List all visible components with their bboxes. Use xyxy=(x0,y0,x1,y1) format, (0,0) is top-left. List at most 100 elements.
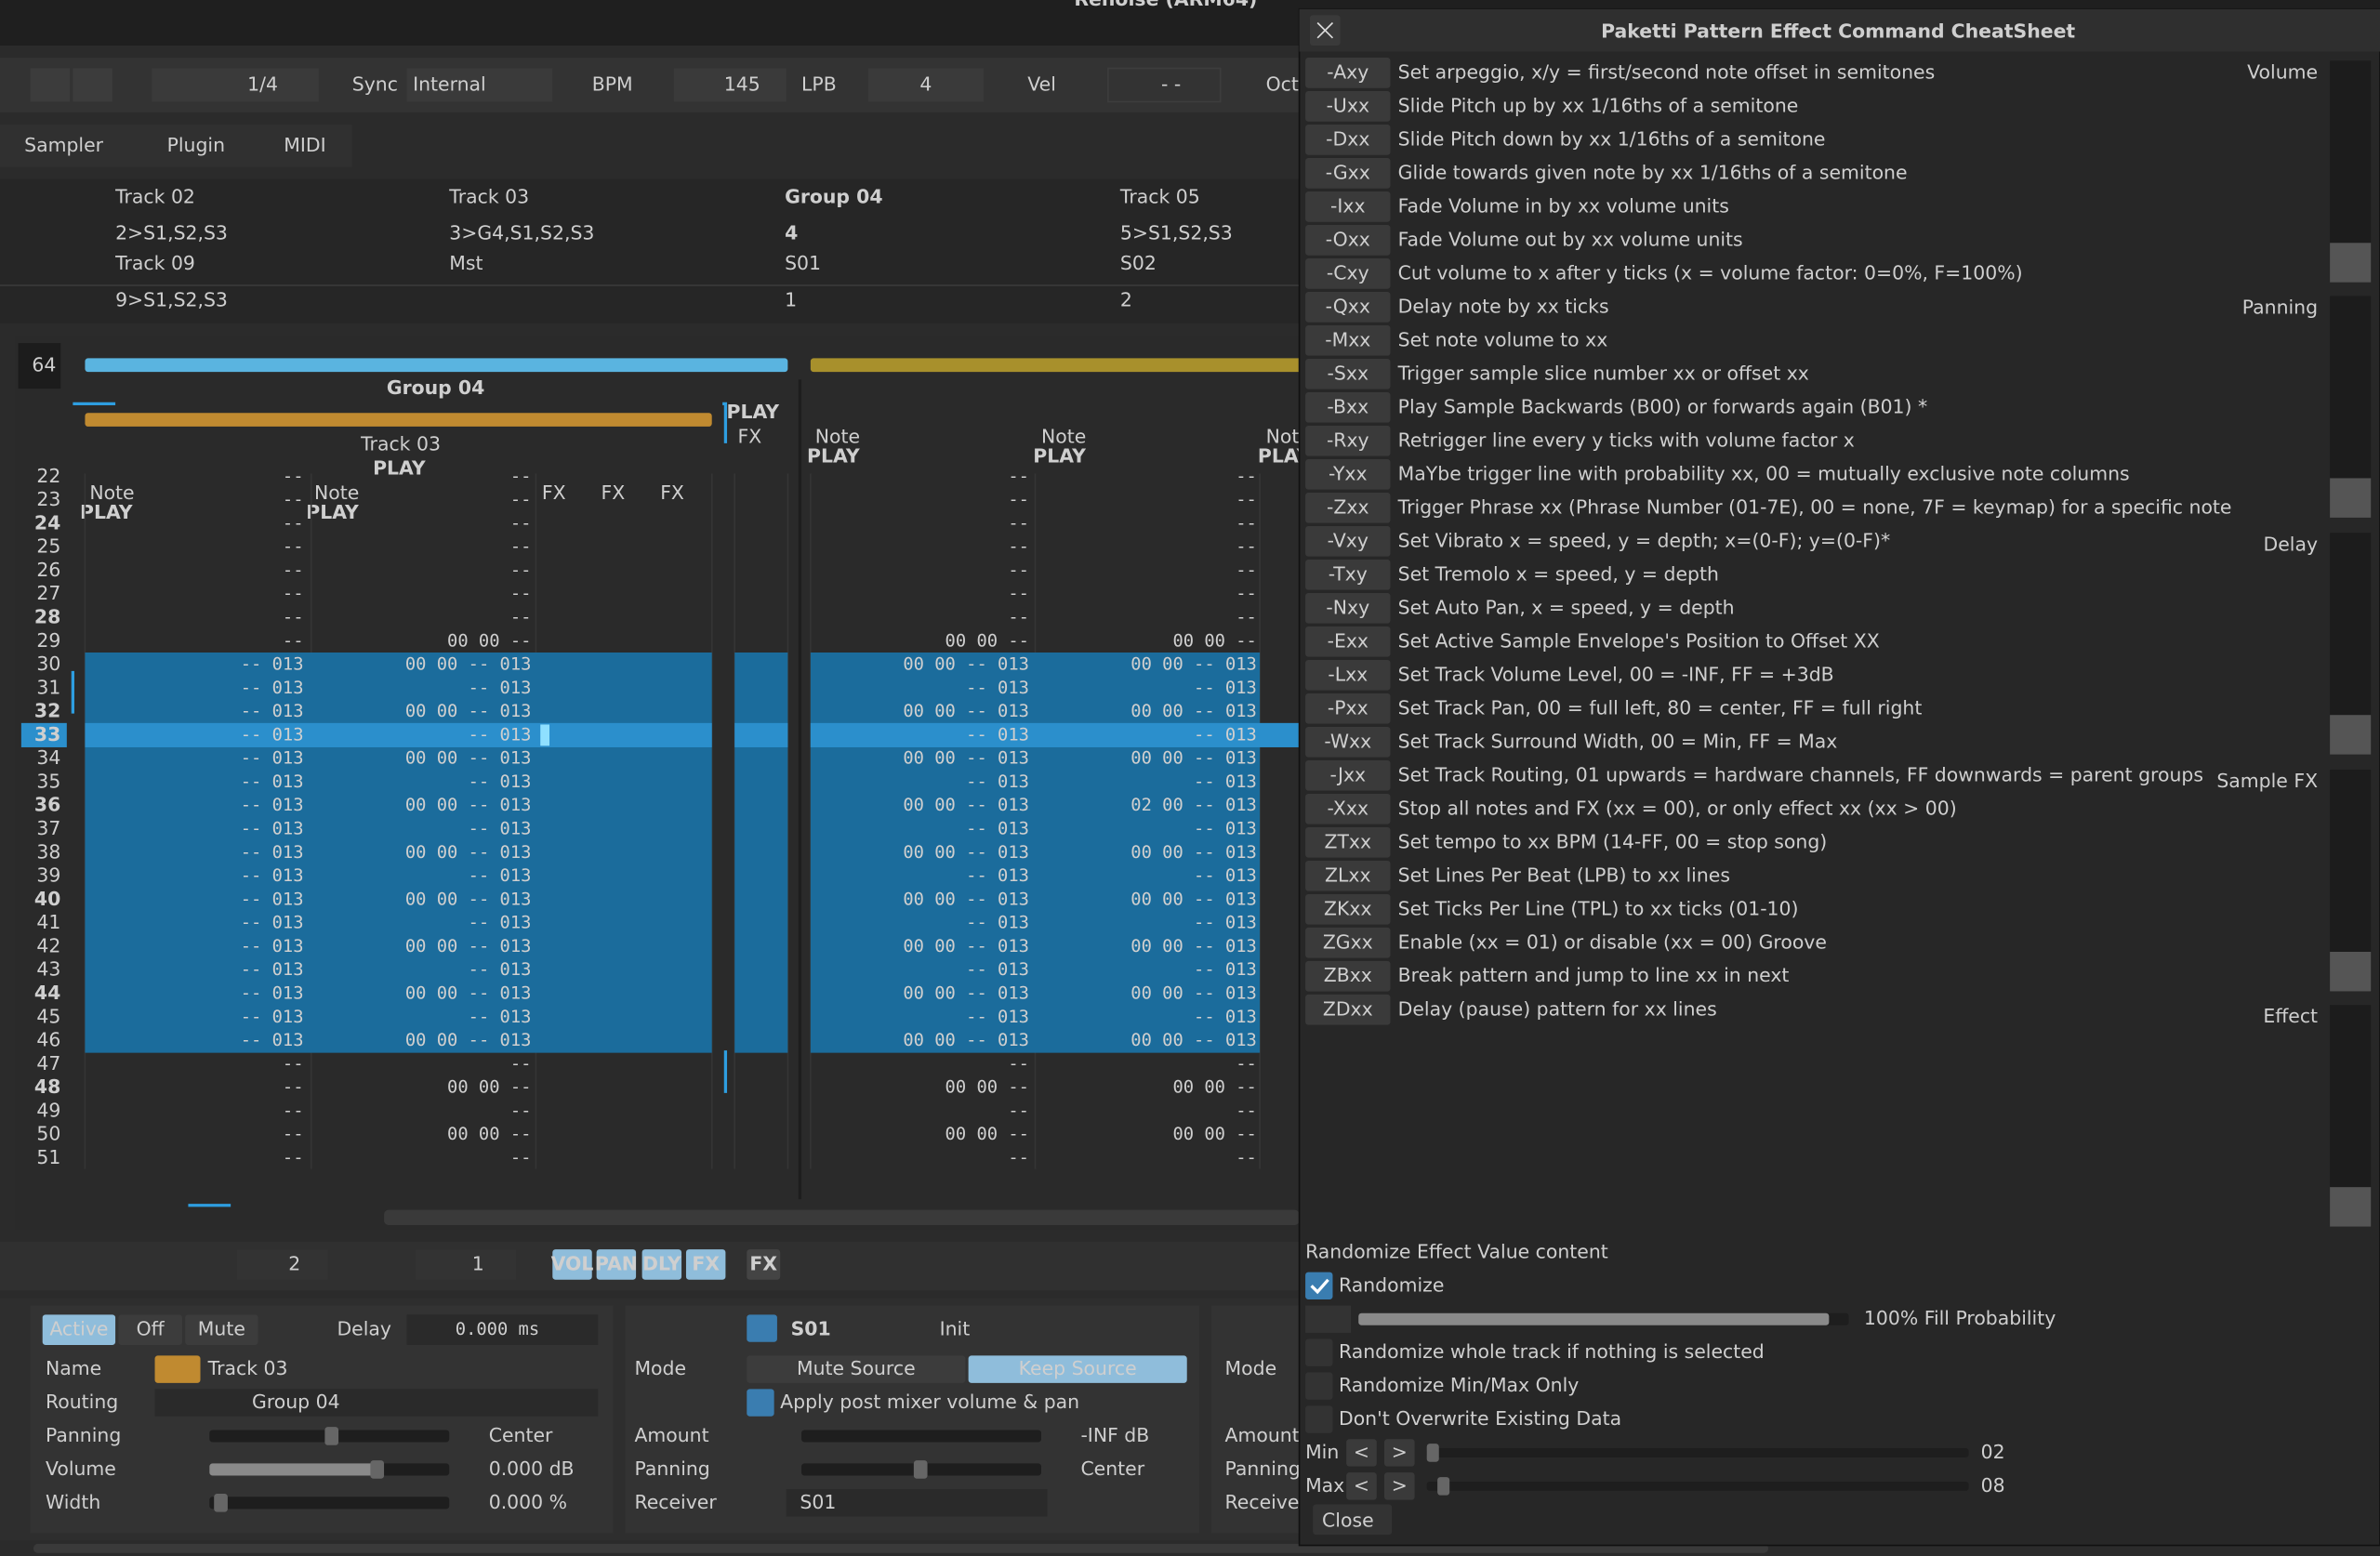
pattern-cell[interactable]: -- xyxy=(1236,585,1257,604)
pattern-cell[interactable]: -- 013 xyxy=(241,937,304,956)
column-toggle-label[interactable]: PAN xyxy=(595,1252,638,1274)
pattern-cell[interactable]: 00 00 -- xyxy=(945,631,1029,651)
pattern-cell[interactable]: -- xyxy=(510,608,532,627)
mode-label[interactable]: Keep Source xyxy=(1019,1357,1137,1379)
slider-handle[interactable] xyxy=(324,1427,338,1445)
command-code[interactable]: -Lxx xyxy=(1328,663,1368,685)
pattern-cell[interactable]: -- xyxy=(283,585,304,604)
pattern-cell[interactable]: 00 00 -- 013 xyxy=(903,655,1029,675)
step-box[interactable] xyxy=(152,68,319,101)
pattern-cell[interactable]: -- xyxy=(283,608,304,627)
pattern-cell[interactable]: -- 013 xyxy=(1194,1008,1257,1027)
command-code[interactable]: -Qxx xyxy=(1326,295,1370,317)
pattern-cell[interactable]: -- xyxy=(283,1054,304,1074)
pattern-cell[interactable]: -- xyxy=(1236,537,1257,557)
routing-select[interactable] xyxy=(155,1389,599,1416)
pattern-cell[interactable]: -- xyxy=(1236,608,1257,627)
vertical-slider-handle[interactable] xyxy=(2330,1187,2371,1226)
pattern-cell[interactable]: 00 00 -- 013 xyxy=(405,890,532,909)
track-color[interactable] xyxy=(155,1355,201,1382)
pattern-cell[interactable]: 00 00 -- 013 xyxy=(1130,749,1257,769)
pattern-cell[interactable]: -- 013 xyxy=(1194,679,1257,698)
command-code[interactable]: -Bxx xyxy=(1327,395,1368,417)
close-button-label[interactable]: Close xyxy=(1322,1509,1374,1531)
pattern-cell[interactable]: -- 013 xyxy=(241,796,304,815)
track-button-label[interactable]: Mute xyxy=(198,1318,245,1340)
pattern-cell[interactable]: -- xyxy=(510,1148,532,1167)
command-code[interactable]: -Cxy xyxy=(1327,261,1369,284)
pattern-cell[interactable]: -- xyxy=(510,514,532,534)
pattern-cell[interactable]: 00 00 -- xyxy=(945,1078,1029,1098)
pattern-cell[interactable]: 00 00 -- 013 xyxy=(903,749,1029,769)
track-cell[interactable]: Mst xyxy=(449,252,483,274)
pattern-cell[interactable]: 00 00 -- 013 xyxy=(903,1031,1029,1050)
track-cell[interactable]: 2>S1,S2,S3 xyxy=(115,222,228,244)
pattern-cell[interactable]: -- xyxy=(1236,1054,1257,1074)
pattern-cell[interactable]: -- xyxy=(1236,1101,1257,1121)
pattern-cell[interactable]: -- 013 xyxy=(241,890,304,909)
command-code[interactable]: -Exx xyxy=(1328,629,1368,652)
pattern-cell[interactable]: -- xyxy=(510,491,532,510)
pattern-cell[interactable]: -- 013 xyxy=(241,655,304,675)
pattern-cell[interactable]: 00 00 -- 013 xyxy=(1130,984,1257,1004)
command-code[interactable]: ZLxx xyxy=(1325,864,1371,886)
range-handle[interactable] xyxy=(1427,1444,1439,1462)
track-cell[interactable]: 1 xyxy=(785,288,797,310)
slider-track[interactable] xyxy=(209,1497,449,1509)
track-cell[interactable]: Track 03 xyxy=(448,185,529,207)
pattern-cell[interactable]: -- xyxy=(1236,467,1257,486)
pattern-cell[interactable]: -- 013 xyxy=(241,960,304,980)
tab[interactable]: Plugin xyxy=(167,134,225,156)
slider-handle[interactable] xyxy=(914,1460,928,1479)
pattern-cell[interactable]: -- 013 xyxy=(966,1008,1029,1027)
pattern-cell[interactable]: -- xyxy=(283,1148,304,1167)
command-code[interactable]: -Txy xyxy=(1329,562,1368,585)
pattern-cell[interactable]: -- xyxy=(510,1054,532,1074)
command-code[interactable]: -Xxx xyxy=(1328,797,1368,819)
pattern-cell[interactable]: -- xyxy=(1008,1148,1029,1167)
pattern-cell[interactable]: -- xyxy=(510,585,532,604)
pattern-cell[interactable]: 00 00 -- xyxy=(447,1078,531,1098)
pattern-cell[interactable]: 00 00 -- 013 xyxy=(405,843,532,863)
pattern-cell[interactable]: -- 013 xyxy=(1194,772,1257,792)
pattern-cell[interactable]: -- xyxy=(1008,537,1029,557)
vertical-slider-handle[interactable] xyxy=(2330,715,2371,754)
command-code[interactable]: -Jxx xyxy=(1329,763,1366,785)
pattern-cell[interactable]: -- xyxy=(283,1101,304,1121)
pattern-cell[interactable]: -- xyxy=(283,514,304,534)
command-code[interactable]: -Yxx xyxy=(1329,462,1368,484)
slider-handle[interactable] xyxy=(370,1460,384,1479)
pattern-cell[interactable]: -- 013 xyxy=(966,679,1029,698)
pattern-cell[interactable]: 00 00 -- 013 xyxy=(405,937,532,956)
pattern-cell[interactable]: -- xyxy=(1008,608,1029,627)
checkbox[interactable] xyxy=(1305,1272,1332,1299)
pattern-cell[interactable]: -- xyxy=(1008,514,1029,534)
pattern-cell[interactable]: -- 013 xyxy=(241,679,304,698)
pattern-cell[interactable]: -- 013 xyxy=(1194,914,1257,933)
pattern-cell[interactable]: -- 013 xyxy=(966,772,1029,792)
pattern-cell[interactable]: -- 013 xyxy=(966,866,1029,886)
pattern-cell[interactable]: -- xyxy=(1008,467,1029,486)
stepper[interactable] xyxy=(1305,1306,1351,1333)
command-code[interactable]: -Gxx xyxy=(1326,161,1370,183)
pattern-cell[interactable]: -- 013 xyxy=(241,725,304,745)
tool-btn[interactable] xyxy=(31,68,70,101)
vertical-slider-handle[interactable] xyxy=(2330,952,2371,991)
command-code[interactable]: -Vxy xyxy=(1328,529,1368,551)
pattern-cell[interactable]: 00 00 -- xyxy=(447,631,531,651)
range-slider[interactable] xyxy=(1427,1482,1969,1491)
track-cell[interactable]: Track 05 xyxy=(1119,185,1200,207)
track-cell[interactable]: Group 04 xyxy=(785,185,882,207)
command-code[interactable]: -Sxx xyxy=(1328,362,1368,384)
pattern-cell[interactable]: -- xyxy=(1236,560,1257,580)
pattern-cell[interactable]: -- xyxy=(1008,491,1029,510)
command-code[interactable]: -Wxx xyxy=(1324,730,1371,752)
command-code[interactable]: -Mxx xyxy=(1325,328,1370,350)
track-cell[interactable]: 3>G4,S1,S2,S3 xyxy=(449,222,594,244)
pattern-cell[interactable]: -- xyxy=(1008,560,1029,580)
pattern-cell[interactable]: 00 00 -- 013 xyxy=(1130,890,1257,909)
edit-step-box[interactable] xyxy=(416,1249,516,1280)
pattern-cell[interactable]: -- 013 xyxy=(966,960,1029,980)
pattern-cell[interactable]: -- xyxy=(283,631,304,651)
pattern-cell[interactable]: 00 00 -- xyxy=(945,1125,1029,1144)
